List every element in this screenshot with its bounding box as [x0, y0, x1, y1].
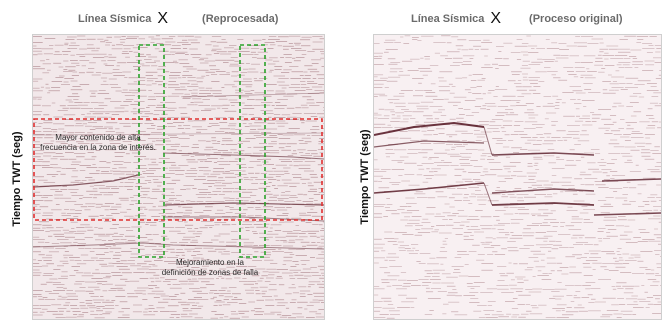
right-seismic-image	[374, 35, 661, 319]
fault-annotation: Mejoramiento en la definición de zonas d…	[150, 258, 270, 278]
right-title-x: X	[490, 10, 502, 27]
right-seismic-section	[373, 34, 662, 320]
right-title-tag: (Proceso original)	[529, 13, 623, 25]
left-title-label: Línea Sísmica	[78, 13, 152, 25]
zone-annotation: Mayor contenido de alta frecuencia en la…	[30, 133, 166, 153]
right-y-axis-label: Tiempo TWT (seg)	[359, 129, 371, 225]
left-title-tag: (Reprocesada)	[202, 13, 279, 25]
left-title-x: X	[157, 10, 169, 27]
fault-annotation-line-1: Mejoramiento en la	[175, 258, 245, 267]
fault-annotation-line-2: definición de zonas de falla	[161, 268, 259, 277]
zone-annotation-line-1: Mayor contenido de alta	[55, 133, 141, 142]
left-y-axis-label: Tiempo TWT (seg)	[11, 131, 23, 227]
zone-annotation-line-2: frecuencia en la zona de interés.	[40, 143, 156, 152]
right-panel-title: Línea Sísmica X (Proceso original)	[411, 9, 623, 27]
left-panel-title: Línea Sísmica X (Reprocesada)	[78, 9, 279, 27]
right-title-label: Línea Sísmica	[411, 13, 485, 25]
